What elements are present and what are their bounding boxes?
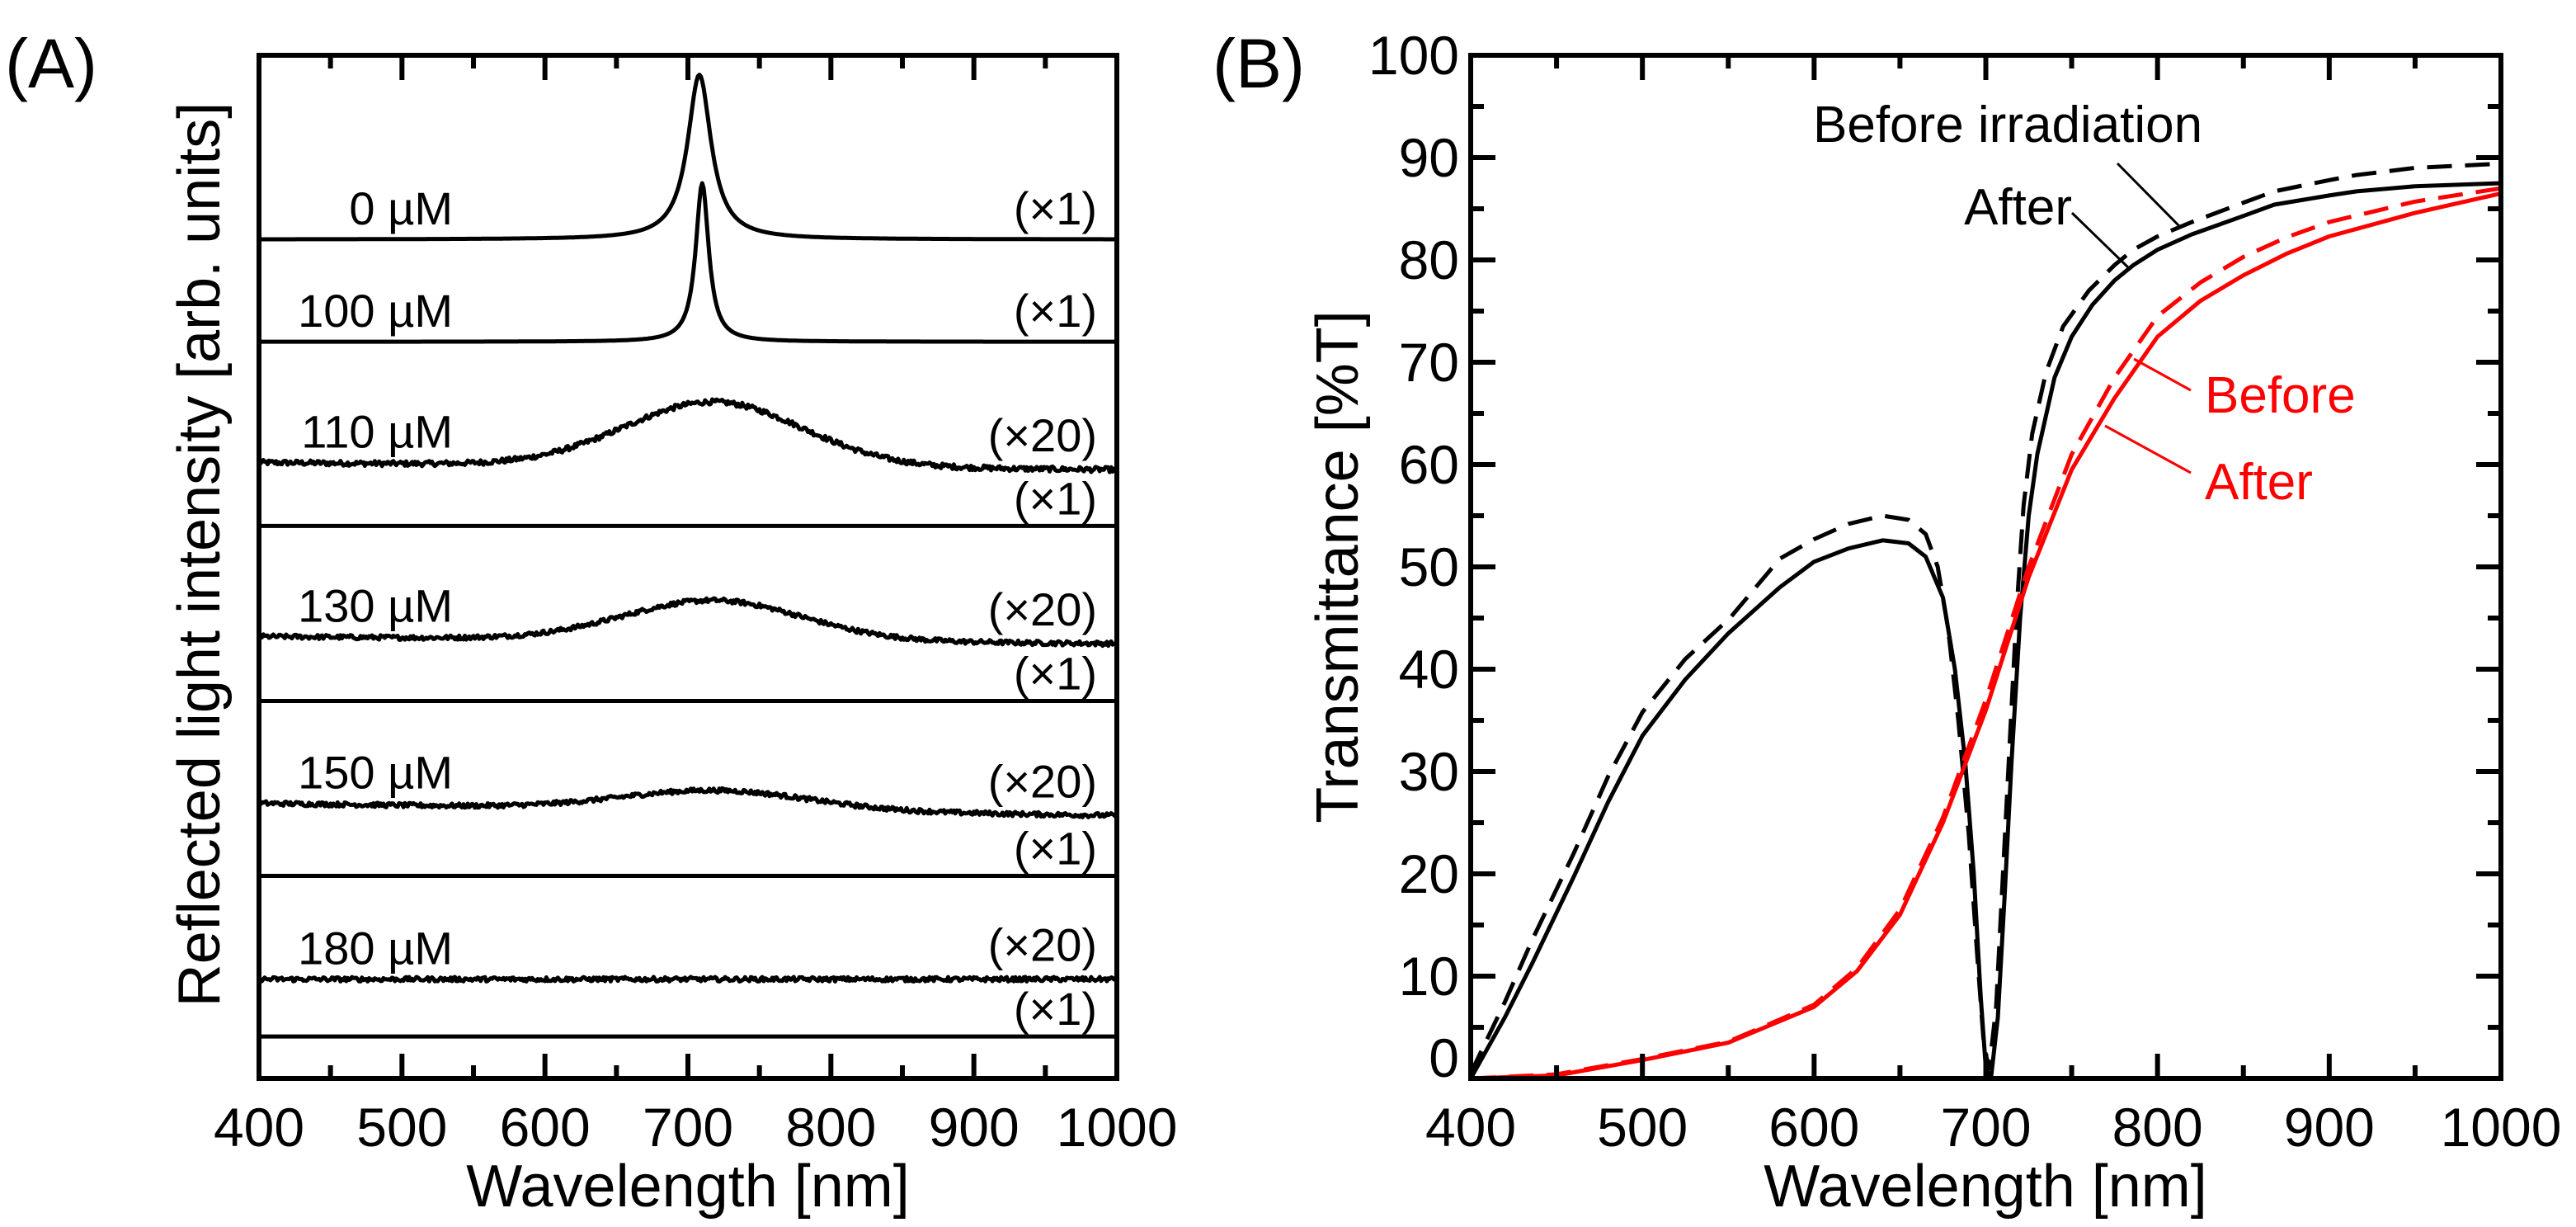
trace-scale-x1-label: (×1) [1014, 647, 1097, 699]
trace-110m [257, 397, 1118, 474]
panel-b: (B) 400 500 600 700 800 900 1000 0 10 20 30 40 50 60 7… [1213, 25, 2561, 1220]
trace-180m [257, 975, 1118, 984]
panel-b-y-tick-label: 90 [1399, 127, 1459, 188]
panel-a-y-axis-title: Reflected light intensity [arb. units] [167, 102, 233, 1008]
panel-a-traces [257, 73, 1119, 1039]
annotation-red-before: Before [2205, 367, 2356, 424]
panel-b-label: (B) [1213, 25, 1305, 102]
trace-scale-label: (×20) [988, 409, 1097, 461]
trace-scale-x1-label: (×1) [1014, 822, 1097, 874]
panel-b-y-tick-label: 30 [1399, 741, 1459, 802]
panel-b-y-tick-label: 70 [1399, 332, 1459, 393]
trace-concentration-label: 0 µM [349, 182, 453, 234]
panel-b-x-tick-label: 800 [2112, 1097, 2203, 1158]
annotation-before-irradiation: Before irradiation [1813, 97, 2202, 153]
panel-b-y-tick-label: 10 [1399, 946, 1459, 1007]
trace-scale-label: (×1) [1014, 182, 1097, 234]
panel-a-plot-frame [257, 53, 1119, 1081]
panel-b-axes: 400 500 600 700 800 900 1000 0 10 20 30 40 50 60 70 80 9… [1368, 25, 2562, 1158]
series-black-after [1468, 181, 2502, 1081]
panel-b-x-tick-label: 600 [1768, 1097, 1859, 1158]
trace-scale-label: (×20) [988, 583, 1097, 635]
panel-a-x-axis-title: Wavelength [nm] [466, 1154, 910, 1220]
series-red-after [1470, 191, 2502, 1081]
trace-concentration-label: 150 µM [298, 746, 453, 798]
trace-scale-label: (×20) [988, 919, 1097, 971]
panel-a-x-tick-label: 700 [643, 1097, 733, 1158]
panel-b-y-tick-label: 40 [1399, 639, 1459, 700]
panel-a-x-tick-label: 1000 [1057, 1097, 1178, 1158]
trace-scale-x1-label: (×1) [1014, 983, 1097, 1035]
panel-a-axes: 400 500 600 700 800 900 1000 [214, 53, 1178, 1158]
panel-b-x-tick-label: 700 [1940, 1097, 2031, 1158]
trace-0m [258, 73, 1118, 242]
panel-b-y-axis-title: Transmittance [%T] [1305, 310, 1371, 824]
panel-b-y-tick-label: 0 [1429, 1027, 1459, 1088]
panel-b-x-tick-label: 500 [1597, 1097, 1688, 1158]
trace-scale-x1-label: (×1) [1014, 472, 1097, 524]
panel-b-y-tick-label: 20 [1399, 843, 1459, 904]
panel-b-x-tick-label: 900 [2284, 1097, 2375, 1158]
trace-concentration-label: 110 µM [301, 406, 453, 458]
leader-line-black-after [2070, 211, 2131, 271]
panel-a-x-tick-label: 400 [214, 1097, 304, 1158]
panel-a: (A) 0 µM (×1) 100 µM (×1) (×1) 110 µM (×20) (×1… [5, 25, 1177, 1220]
trace-concentration-label: 130 µM [298, 579, 453, 631]
panel-a-x-tick-label: 600 [500, 1097, 591, 1158]
panel-a-trace-labels: 0 µM (×1) 100 µM (×1) (×1) 110 µM (×20) (×1) 130… [298, 182, 1097, 1035]
leader-line-before-irradiation [2116, 162, 2181, 228]
panel-b-x-tick-label: 1000 [2441, 1097, 2562, 1158]
panel-b-x-axis-title: Wavelength [nm] [1764, 1154, 2207, 1220]
series-red-before [1470, 186, 2502, 1081]
leader-line-red-before [2133, 357, 2192, 392]
trace-concentration-label: 100 µM [298, 285, 453, 337]
annotation-black-after: After [1964, 179, 2072, 236]
trace-100m [258, 181, 1118, 344]
trace-150m [257, 786, 1119, 819]
leader-line-red-after [2104, 424, 2192, 474]
series-black-before [1468, 161, 2502, 1074]
panel-b-x-tick-label: 400 [1425, 1097, 1516, 1158]
panel-a-x-tick-label: 500 [356, 1097, 447, 1158]
panel-a-label: (A) [5, 25, 97, 102]
panel-b-plot-frame [1468, 53, 2503, 1081]
panel-b-y-tick-label: 60 [1399, 434, 1459, 495]
trace-130m [257, 596, 1119, 649]
panel-b-y-tick-label: 50 [1399, 536, 1459, 597]
trace-scale-label: (×1) [1014, 285, 1097, 337]
panel-a-x-tick-label: 900 [929, 1097, 1020, 1158]
panel-b-traces [1468, 161, 2502, 1081]
panel-a-x-tick-label: 800 [785, 1097, 876, 1158]
panel-b-y-tick-label: 100 [1368, 25, 1459, 86]
panel-b-y-tick-label: 80 [1399, 229, 1459, 290]
annotation-red-after: After [2205, 454, 2313, 511]
panel-b-annotations: Before irradiation After Before After [1813, 97, 2356, 511]
trace-concentration-label: 180 µM [298, 923, 453, 975]
trace-scale-label: (×20) [988, 755, 1097, 807]
